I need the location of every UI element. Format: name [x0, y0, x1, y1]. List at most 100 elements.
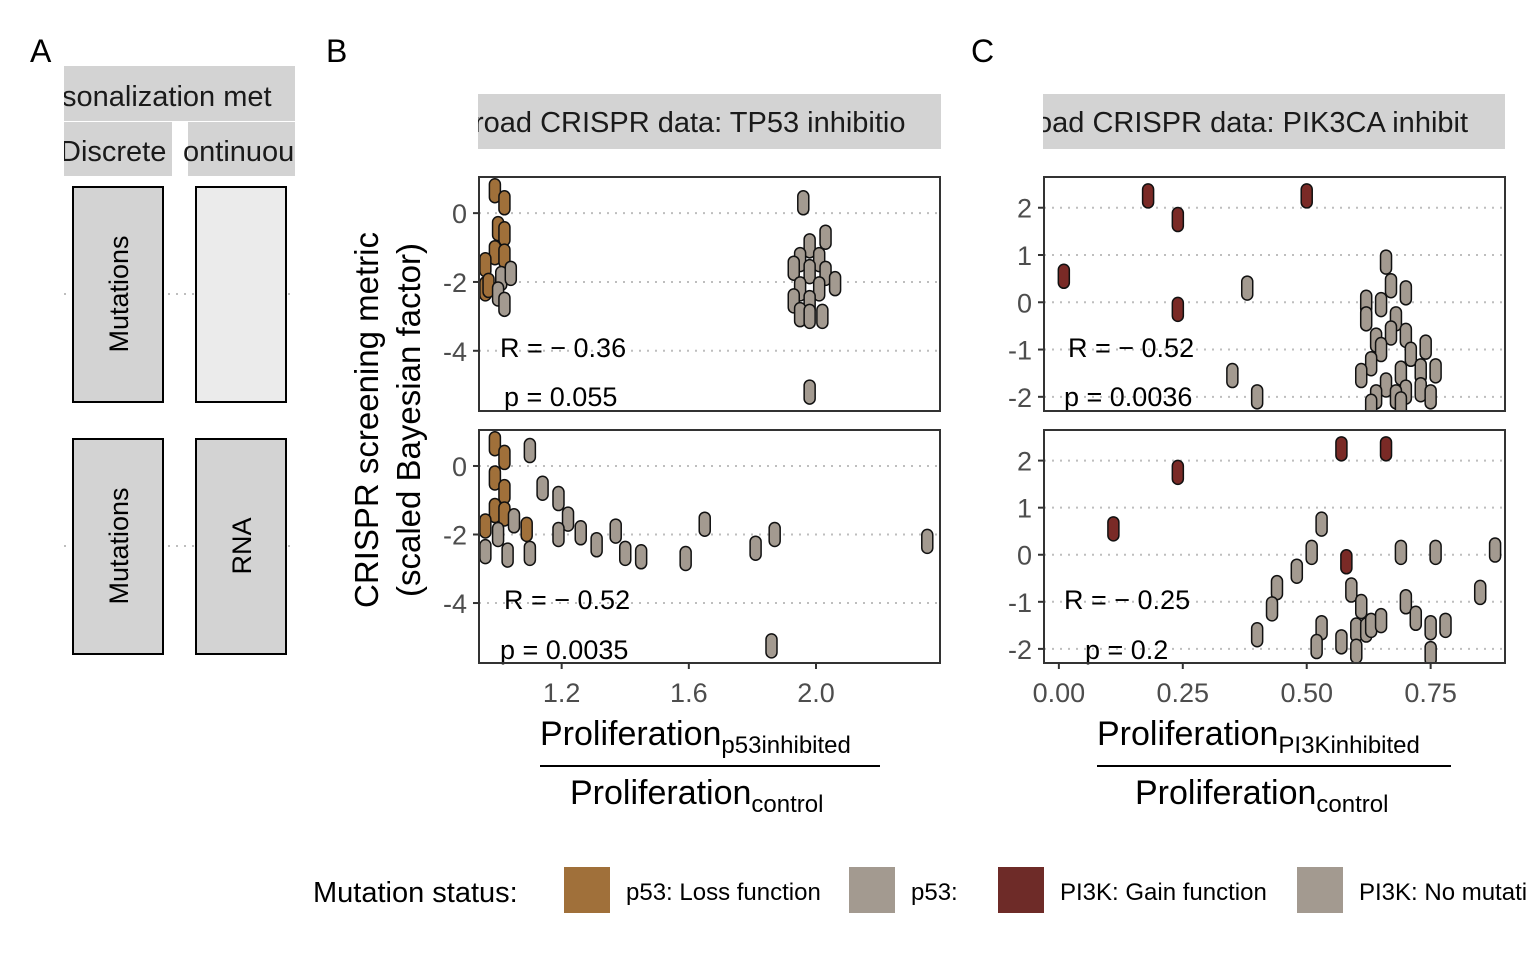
- data-point: [1171, 206, 1185, 233]
- data-point: [812, 276, 826, 302]
- panel-c-bottom-plot: 2 1 0 -1 -2 R = − 0.25 p = 0.2: [1008, 429, 1506, 665]
- correlation-r: R = − 0.25: [1064, 585, 1190, 615]
- data-point: [828, 270, 842, 297]
- panel-b-top-plot: 0 -2 -4 R = − 0.36 p = 0.055: [443, 176, 941, 412]
- data-point: [1171, 459, 1185, 486]
- panel-a-strip-title: sonalization met: [62, 81, 272, 113]
- x-tick-label: 0.25: [1157, 678, 1210, 708]
- correlation-p: p = 0.0036: [1064, 382, 1192, 412]
- y-tick-label: 0: [452, 452, 467, 482]
- x-tick-label: 1.2: [543, 678, 581, 708]
- y-tick-label: 1: [1017, 241, 1032, 271]
- svg-text:ProliferationPI3Kinhibited: ProliferationPI3Kinhibited: [1097, 715, 1420, 759]
- data-point: [1364, 393, 1378, 411]
- data-point: [609, 518, 622, 544]
- panel-c-top-plot: 2 1 0 -1 -2 R = − 0.52 p = 0.0036: [1008, 176, 1506, 413]
- data-point: [1107, 516, 1120, 542]
- panel-c-strip: [1043, 94, 1505, 149]
- panel-label-c: C: [971, 33, 994, 69]
- plot-border: [1043, 176, 1506, 412]
- data-point: [536, 475, 549, 501]
- panel-b-x-title: Proliferationp53inhibited Proliferationc…: [540, 715, 880, 818]
- data-point: [1354, 593, 1368, 620]
- panel-a-row2-continuous: RNA: [227, 517, 257, 574]
- data-point: [552, 521, 565, 548]
- y-axis-title-line2: (scaled Bayesian factor): [390, 243, 427, 597]
- plot-background: [479, 177, 940, 411]
- plot-background: [479, 430, 940, 663]
- svg-text:Proliferationcontrol: Proliferationcontrol: [570, 774, 823, 818]
- legend-label-pi3k-none: PI3K: No mutati: [1359, 879, 1527, 906]
- legend-swatch-p53-none: [849, 867, 895, 913]
- data-point: [1354, 362, 1368, 389]
- data-point: [803, 258, 816, 285]
- plot-border: [478, 176, 941, 412]
- points: [479, 430, 934, 659]
- data-point: [1374, 291, 1388, 318]
- y-tick-label: 0: [1017, 541, 1032, 571]
- data-point: [498, 291, 511, 318]
- data-point: [501, 542, 514, 568]
- x-tick-label: 0.00: [1033, 678, 1086, 708]
- data-point: [488, 430, 502, 457]
- data-point: [1384, 272, 1398, 299]
- data-point: [749, 535, 762, 561]
- data-point: [479, 538, 492, 565]
- data-point: [816, 303, 829, 330]
- y-tick-label: -1: [1008, 588, 1032, 618]
- data-point: [498, 221, 511, 247]
- data-point: [803, 379, 816, 405]
- data-point: [498, 190, 511, 216]
- panel-c-x-title-numerator: Proliferation: [1097, 715, 1278, 753]
- panel-a-col-discrete-strip: [64, 122, 172, 176]
- data-point: [488, 465, 502, 491]
- data-point: [504, 260, 518, 287]
- panel-b-x-title-denominator: Proliferation: [570, 774, 751, 812]
- data-point: [574, 520, 587, 546]
- data-point: [1340, 549, 1353, 575]
- data-point: [1250, 384, 1264, 410]
- data-point: [634, 544, 648, 570]
- points: [1057, 183, 1442, 411]
- plot-border: [478, 429, 941, 664]
- correlation-r: R = − 0.52: [1068, 333, 1194, 363]
- y-tick-label: -2: [1008, 635, 1032, 665]
- x-tick-label: 0.75: [1404, 678, 1457, 708]
- plot-background: [1044, 177, 1505, 411]
- data-point: [1379, 436, 1393, 462]
- data-point: [1300, 183, 1313, 209]
- correlation-p: p = 0.2: [1085, 635, 1168, 665]
- points: [1107, 436, 1502, 663]
- panel-b-x-title-denominator-sub: control: [751, 791, 823, 818]
- data-point: [590, 532, 603, 558]
- y-tick-label: -2: [443, 268, 467, 298]
- data-point: [1488, 537, 1502, 563]
- panel-a-strip: [64, 66, 295, 121]
- panel-c-x-title-denominator: Proliferation: [1135, 774, 1316, 812]
- legend-title: Mutation status:: [313, 877, 518, 909]
- points: [479, 178, 842, 405]
- panel-b-x-axis: 1.2 1.6 2.0: [543, 663, 835, 708]
- data-point: [921, 528, 934, 555]
- data-point: [552, 485, 565, 512]
- y-tick-label: -1: [1008, 336, 1032, 366]
- panel-c-x-title: ProliferationPI3Kinhibited Proliferation…: [1097, 715, 1451, 818]
- data-point: [618, 540, 632, 567]
- data-point: [1364, 350, 1378, 377]
- correlation-p: p = 0.0035: [500, 635, 628, 665]
- legend-label-p53-loss: p53: Loss function: [626, 879, 821, 906]
- data-point: [1429, 539, 1442, 566]
- data-point: [1345, 577, 1358, 603]
- plot-border: [1043, 429, 1506, 664]
- data-point: [1270, 574, 1284, 601]
- data-point: [768, 521, 781, 548]
- y-tick-label: -4: [443, 589, 467, 619]
- y-tick-label: 2: [1017, 447, 1032, 477]
- panel-a-col-discrete: Discrete: [60, 136, 166, 168]
- y-tick-label: 2: [1017, 194, 1032, 224]
- data-point: [1394, 539, 1408, 566]
- data-point: [1439, 612, 1452, 639]
- data-point: [507, 508, 521, 534]
- data-point: [1057, 263, 1071, 290]
